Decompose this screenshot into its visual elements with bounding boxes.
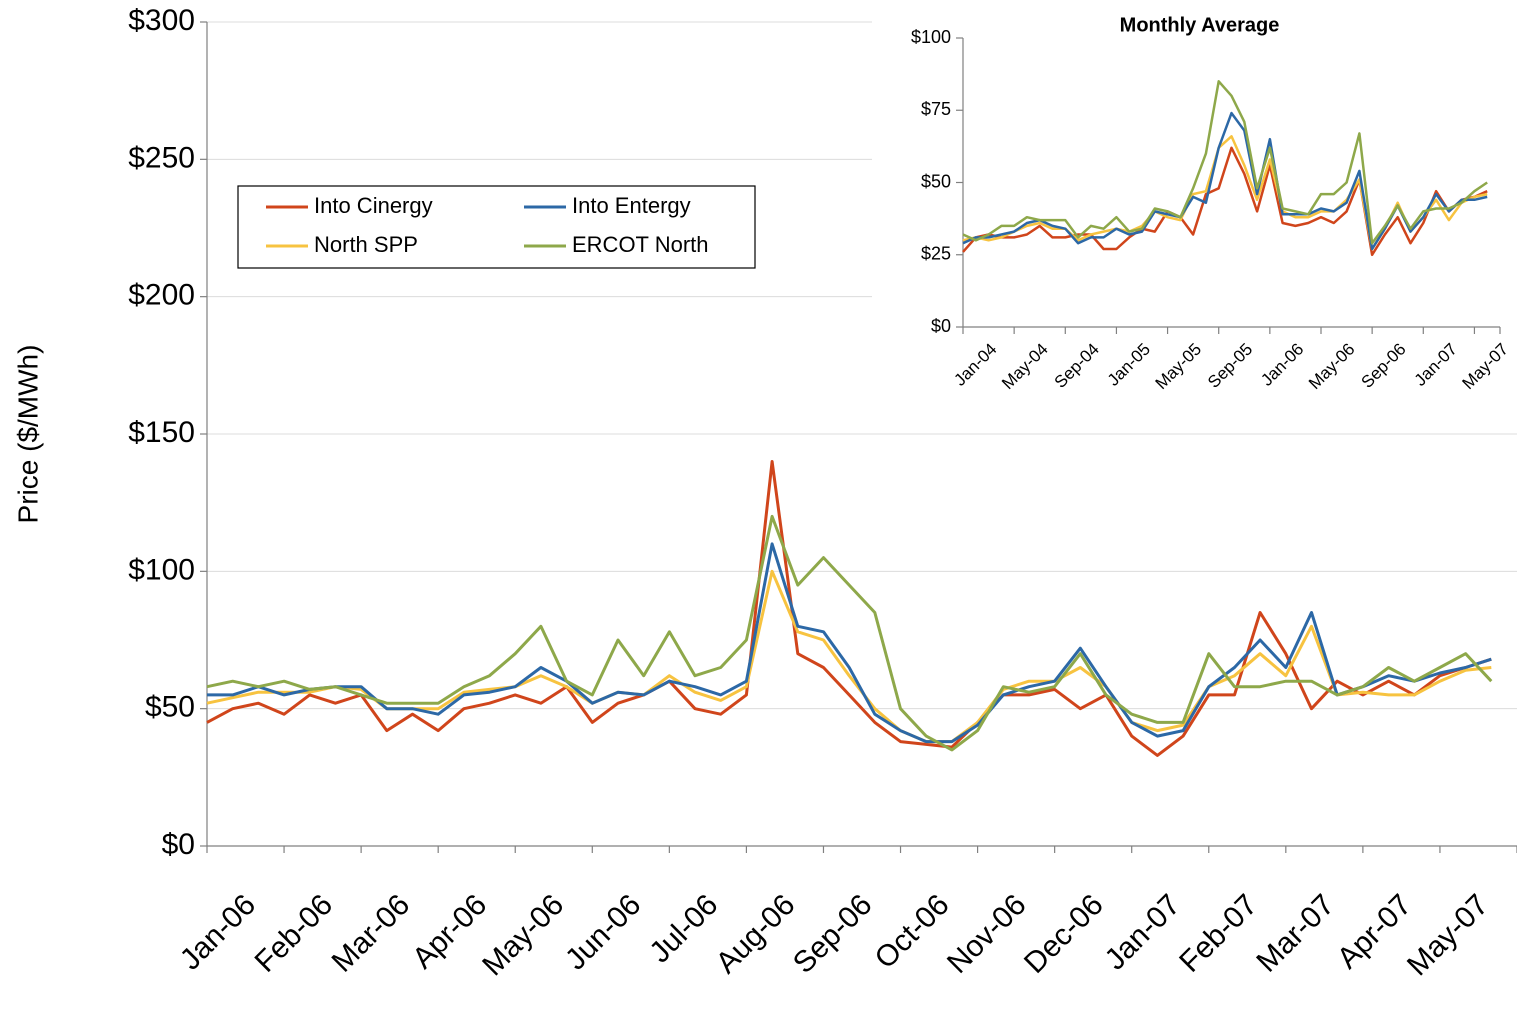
series-line <box>206 460 1492 757</box>
x-tick-label: Mar-07 <box>1250 888 1341 979</box>
series-line <box>962 80 1488 245</box>
x-tick-label: May-06 <box>476 888 570 982</box>
y-tick-label: $200 <box>128 279 195 312</box>
legend-box <box>237 185 756 269</box>
x-tick-label: Jan-06 <box>174 888 262 976</box>
y-tick-label: $300 <box>128 4 195 37</box>
x-tick-label: Sep-06 <box>787 888 879 980</box>
x-tick-label: Jan-07 <box>1099 888 1187 976</box>
y-tick-label: $150 <box>128 416 195 449</box>
series-line <box>206 569 1492 744</box>
y-tick-label: $250 <box>128 141 195 174</box>
y-tick-label: $100 <box>911 27 951 47</box>
y-tick-label: $50 <box>921 171 951 191</box>
x-tick-label: Mar-06 <box>326 888 417 979</box>
x-tick-label: Jun-06 <box>559 888 647 976</box>
series-line <box>207 542 1492 744</box>
x-tick-label: May-07 <box>1401 888 1495 982</box>
x-tick-label: Feb-06 <box>249 888 340 979</box>
legend-label: Into Entergy <box>572 193 691 218</box>
legend-label: North SPP <box>314 232 418 257</box>
y-tick-label: $75 <box>921 99 951 119</box>
x-tick-label: Nov-06 <box>941 888 1033 980</box>
y-tick-label: $50 <box>145 691 195 724</box>
y-tick-label: $0 <box>162 828 195 861</box>
x-tick-label: Dec-06 <box>1018 888 1110 980</box>
x-tick-label: Aug-06 <box>710 888 802 980</box>
legend-label: Into Cinergy <box>314 193 433 218</box>
series-line <box>962 146 1488 257</box>
chart-title: Monthly Average <box>1120 14 1280 36</box>
inset-background <box>872 0 1517 430</box>
legend-label: ERCOT North <box>572 232 709 257</box>
x-tick-label: Oct-06 <box>869 888 956 975</box>
y-tick-label: $100 <box>128 553 195 586</box>
y-axis-label: Price ($/MWh) <box>12 345 43 524</box>
x-tick-label: Feb-07 <box>1173 888 1264 979</box>
y-tick-label: $25 <box>921 244 951 264</box>
series-line <box>206 514 1493 752</box>
y-tick-label: $0 <box>931 316 951 336</box>
